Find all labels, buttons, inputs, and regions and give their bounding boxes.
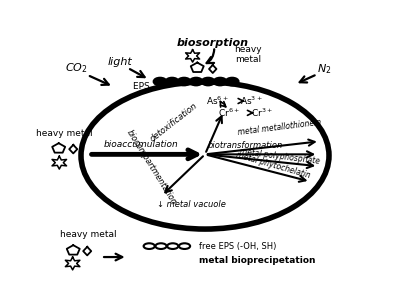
Text: metal metallothionein: metal metallothionein <box>237 118 322 137</box>
Ellipse shape <box>179 243 190 249</box>
Text: free EPS (-OH, SH): free EPS (-OH, SH) <box>199 242 276 251</box>
Text: detoxification: detoxification <box>149 102 199 144</box>
Polygon shape <box>52 143 65 153</box>
Ellipse shape <box>178 78 190 85</box>
Ellipse shape <box>154 78 166 85</box>
Ellipse shape <box>144 243 155 249</box>
Ellipse shape <box>190 78 202 85</box>
Text: EPS  +: EPS + <box>133 82 163 91</box>
Polygon shape <box>69 145 77 153</box>
Text: metal polyphosphate: metal polyphosphate <box>239 147 320 166</box>
Text: biotransformation: biotransformation <box>208 141 283 150</box>
Polygon shape <box>186 50 200 62</box>
Text: Cr$^{6+}$: Cr$^{6+}$ <box>218 107 240 119</box>
Text: metal phytochelatin: metal phytochelatin <box>235 151 311 180</box>
Polygon shape <box>67 245 80 255</box>
Text: CO$_2$: CO$_2$ <box>65 61 88 75</box>
Text: biosorption: biosorption <box>177 38 249 48</box>
Text: metal bioprecipetation: metal bioprecipetation <box>199 256 315 265</box>
Polygon shape <box>83 247 91 255</box>
Ellipse shape <box>166 78 178 85</box>
Ellipse shape <box>214 78 226 85</box>
Polygon shape <box>191 63 204 72</box>
Ellipse shape <box>167 243 178 249</box>
Text: heavy
metal: heavy metal <box>234 45 262 64</box>
Text: N$_2$: N$_2$ <box>317 62 332 76</box>
Polygon shape <box>209 65 216 73</box>
Ellipse shape <box>155 243 166 249</box>
Text: As$^{6+}$: As$^{6+}$ <box>206 95 229 107</box>
Text: As$^{3+}$: As$^{3+}$ <box>240 95 263 107</box>
Text: ↓ metal vacuole: ↓ metal vacuole <box>157 200 226 209</box>
Text: bioaccumulation: bioaccumulation <box>104 140 179 149</box>
Ellipse shape <box>202 78 214 85</box>
Text: biocompartmentation: biocompartmentation <box>125 128 178 207</box>
Text: heavy metal: heavy metal <box>60 230 117 240</box>
Ellipse shape <box>226 78 238 85</box>
Text: Cr$^{3+}$: Cr$^{3+}$ <box>251 107 273 119</box>
Text: light: light <box>107 57 132 67</box>
Text: heavy metal: heavy metal <box>36 128 92 137</box>
Polygon shape <box>65 257 80 270</box>
Polygon shape <box>52 156 66 169</box>
